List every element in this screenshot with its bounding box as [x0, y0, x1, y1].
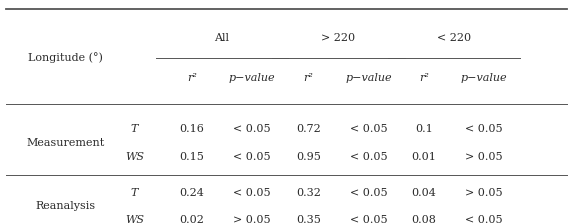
Text: < 0.05: < 0.05 [233, 152, 271, 162]
Text: < 0.05: < 0.05 [233, 188, 271, 198]
Text: < 0.05: < 0.05 [350, 124, 387, 134]
Text: 0.35: 0.35 [296, 215, 321, 223]
Text: < 0.05: < 0.05 [350, 188, 387, 198]
Text: Reanalysis: Reanalysis [36, 201, 96, 211]
Text: T: T [131, 124, 138, 134]
Text: < 0.05: < 0.05 [465, 215, 503, 223]
Text: 0.02: 0.02 [179, 215, 205, 223]
Text: 0.16: 0.16 [179, 124, 205, 134]
Text: 0.95: 0.95 [296, 152, 321, 162]
Text: r²: r² [419, 73, 429, 83]
Text: 0.32: 0.32 [296, 188, 321, 198]
Text: < 0.05: < 0.05 [233, 124, 271, 134]
Text: > 0.05: > 0.05 [465, 152, 503, 162]
Text: > 0.05: > 0.05 [465, 188, 503, 198]
Text: 0.04: 0.04 [411, 188, 437, 198]
Text: < 0.05: < 0.05 [465, 124, 503, 134]
Text: p−value: p−value [229, 73, 276, 83]
Text: r²: r² [303, 73, 313, 83]
Text: < 0.05: < 0.05 [350, 152, 387, 162]
Text: < 220: < 220 [437, 33, 471, 43]
Text: 0.15: 0.15 [179, 152, 205, 162]
Text: p−value: p−value [345, 73, 392, 83]
Text: 0.1: 0.1 [415, 124, 433, 134]
Text: Measurement: Measurement [27, 138, 105, 148]
Text: > 220: > 220 [321, 33, 355, 43]
Text: T: T [131, 188, 138, 198]
Text: 0.08: 0.08 [411, 215, 437, 223]
Text: r²: r² [187, 73, 197, 83]
Text: > 0.05: > 0.05 [233, 215, 271, 223]
Text: < 0.05: < 0.05 [350, 215, 387, 223]
Text: 0.72: 0.72 [296, 124, 321, 134]
Text: p−value: p−value [461, 73, 508, 83]
Text: Longitude (°): Longitude (°) [29, 53, 103, 63]
Text: All: All [214, 33, 230, 43]
Text: WS: WS [125, 152, 144, 162]
Text: 0.01: 0.01 [411, 152, 437, 162]
Text: 0.24: 0.24 [179, 188, 205, 198]
Text: WS: WS [125, 215, 144, 223]
